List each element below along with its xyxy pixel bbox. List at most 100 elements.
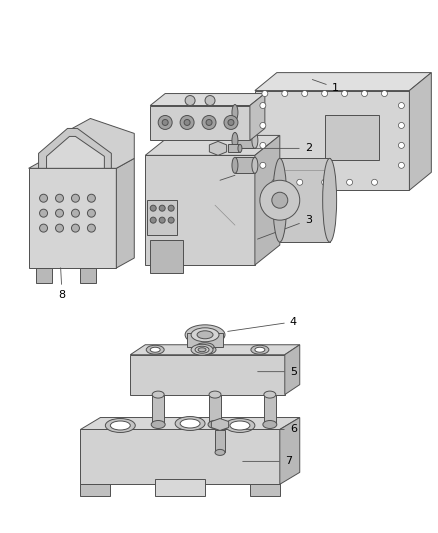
Circle shape <box>272 192 288 208</box>
Circle shape <box>399 102 404 109</box>
Ellipse shape <box>232 132 238 148</box>
Polygon shape <box>285 345 300 394</box>
Circle shape <box>297 179 303 185</box>
Circle shape <box>262 91 268 96</box>
Polygon shape <box>280 158 330 242</box>
Polygon shape <box>228 144 240 152</box>
Ellipse shape <box>198 345 216 354</box>
Ellipse shape <box>323 158 337 242</box>
Ellipse shape <box>230 421 250 430</box>
Circle shape <box>399 163 404 168</box>
Circle shape <box>71 224 79 232</box>
Polygon shape <box>81 484 110 496</box>
Polygon shape <box>147 200 177 235</box>
Circle shape <box>39 224 48 232</box>
Circle shape <box>260 142 266 148</box>
Text: 6: 6 <box>241 424 297 434</box>
Ellipse shape <box>150 347 160 352</box>
Circle shape <box>159 205 165 211</box>
Text: 7: 7 <box>243 456 292 466</box>
Ellipse shape <box>197 331 213 339</box>
Circle shape <box>56 209 64 217</box>
Polygon shape <box>28 118 134 168</box>
Polygon shape <box>117 158 134 268</box>
Circle shape <box>202 116 216 130</box>
Ellipse shape <box>202 347 212 352</box>
Circle shape <box>260 163 266 168</box>
Polygon shape <box>28 168 117 268</box>
Ellipse shape <box>225 418 255 432</box>
Polygon shape <box>39 128 111 168</box>
Ellipse shape <box>180 419 200 428</box>
Polygon shape <box>215 431 225 453</box>
Ellipse shape <box>191 328 219 342</box>
Circle shape <box>371 179 378 185</box>
Circle shape <box>168 205 174 211</box>
Circle shape <box>150 217 156 223</box>
Circle shape <box>158 116 172 130</box>
Polygon shape <box>255 72 431 91</box>
Polygon shape <box>209 141 226 155</box>
Ellipse shape <box>252 132 258 148</box>
Ellipse shape <box>146 345 164 354</box>
Circle shape <box>321 179 328 185</box>
Ellipse shape <box>232 104 238 120</box>
Circle shape <box>321 91 328 96</box>
Polygon shape <box>280 417 300 484</box>
Polygon shape <box>187 333 223 347</box>
Polygon shape <box>325 116 379 160</box>
Circle shape <box>184 119 190 125</box>
Circle shape <box>56 224 64 232</box>
Circle shape <box>206 119 212 125</box>
Polygon shape <box>212 418 229 431</box>
Ellipse shape <box>175 416 205 431</box>
Circle shape <box>39 209 48 217</box>
Ellipse shape <box>252 157 258 173</box>
Ellipse shape <box>198 348 206 352</box>
Polygon shape <box>235 132 255 148</box>
Circle shape <box>39 194 48 202</box>
Circle shape <box>260 102 266 109</box>
Polygon shape <box>155 479 205 496</box>
Ellipse shape <box>263 421 277 429</box>
Polygon shape <box>35 268 52 283</box>
Polygon shape <box>410 72 431 190</box>
Polygon shape <box>264 394 276 424</box>
Ellipse shape <box>195 346 209 353</box>
Circle shape <box>399 142 404 148</box>
Circle shape <box>282 91 288 96</box>
Circle shape <box>162 119 168 125</box>
Polygon shape <box>130 355 285 394</box>
Circle shape <box>205 95 215 106</box>
Ellipse shape <box>215 449 225 455</box>
Polygon shape <box>250 484 280 496</box>
Circle shape <box>56 194 64 202</box>
Polygon shape <box>145 155 255 265</box>
Ellipse shape <box>264 391 276 398</box>
Circle shape <box>150 205 156 211</box>
Text: 5: 5 <box>258 367 297 377</box>
Circle shape <box>342 91 348 96</box>
Polygon shape <box>235 157 255 173</box>
Circle shape <box>71 194 79 202</box>
Ellipse shape <box>208 421 222 429</box>
Text: 3: 3 <box>258 215 312 239</box>
Circle shape <box>381 91 388 96</box>
Ellipse shape <box>251 345 269 354</box>
Polygon shape <box>150 240 183 273</box>
Circle shape <box>399 123 404 128</box>
Polygon shape <box>150 94 265 106</box>
Circle shape <box>88 209 95 217</box>
Circle shape <box>260 180 300 220</box>
Text: 8: 8 <box>59 268 66 300</box>
Ellipse shape <box>255 347 265 352</box>
Ellipse shape <box>110 421 130 430</box>
Polygon shape <box>152 394 164 424</box>
Polygon shape <box>209 394 221 424</box>
Text: 2: 2 <box>243 143 312 154</box>
Ellipse shape <box>252 104 258 120</box>
Ellipse shape <box>152 391 164 398</box>
Circle shape <box>260 123 266 128</box>
Circle shape <box>224 116 238 130</box>
Ellipse shape <box>273 158 287 242</box>
